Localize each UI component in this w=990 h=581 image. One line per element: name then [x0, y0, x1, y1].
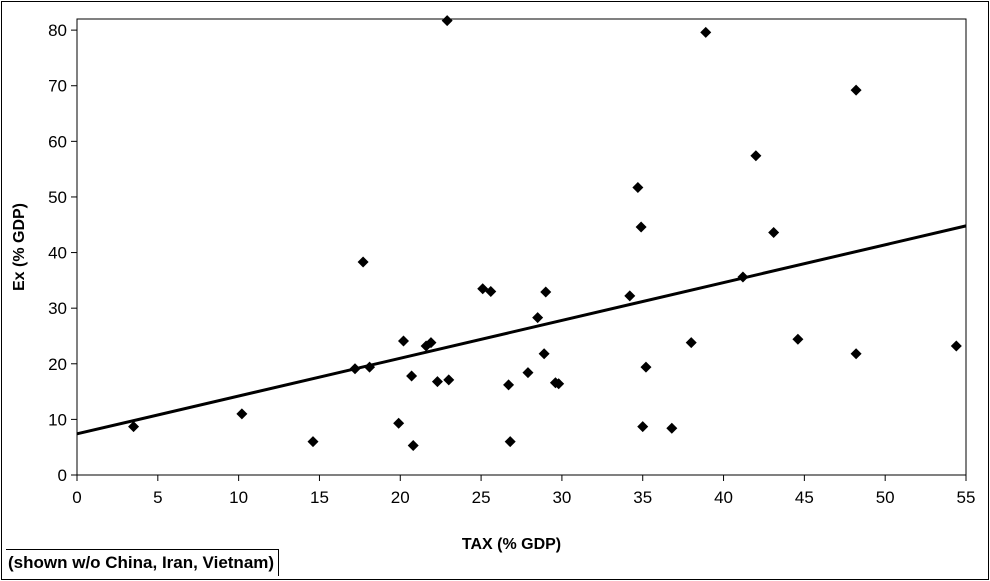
data-point	[635, 221, 647, 233]
y-tick-label: 80	[48, 21, 67, 40]
data-point	[685, 337, 697, 349]
data-point	[700, 26, 712, 38]
data-point	[666, 422, 678, 434]
y-tick-label: 40	[48, 244, 67, 263]
x-tick-label: 55	[957, 488, 976, 507]
x-axis-ticks: 0 5 10 15 20 25 30 35 40 45 50 55	[72, 475, 975, 507]
data-point	[737, 271, 749, 283]
data-point	[637, 421, 649, 433]
x-tick-label: 5	[153, 488, 162, 507]
data-points	[128, 15, 962, 452]
data-point	[357, 256, 369, 268]
data-point	[128, 421, 140, 433]
y-tick-label: 50	[48, 188, 67, 207]
data-point	[503, 379, 515, 391]
data-point	[553, 378, 565, 390]
x-tick-label: 10	[229, 488, 248, 507]
data-point	[441, 15, 453, 27]
x-tick-label: 45	[795, 488, 814, 507]
data-point	[307, 436, 319, 448]
data-point	[640, 361, 652, 373]
data-point	[485, 285, 497, 297]
trendline	[76, 224, 967, 436]
x-axis-title: TAX (% GDP)	[462, 536, 561, 553]
data-point	[850, 84, 862, 96]
data-point	[532, 312, 544, 324]
data-point	[407, 440, 419, 452]
x-tick-label: 30	[552, 488, 571, 507]
x-tick-label: 40	[714, 488, 733, 507]
x-tick-label: 20	[391, 488, 410, 507]
data-point	[540, 286, 552, 298]
data-point	[950, 340, 962, 352]
data-point	[406, 370, 418, 382]
data-point	[632, 181, 644, 193]
x-tick-label: 25	[472, 488, 491, 507]
data-point	[768, 227, 780, 239]
y-tick-label: 30	[48, 299, 67, 318]
data-point	[624, 290, 636, 302]
data-point	[443, 374, 455, 386]
data-point	[236, 408, 248, 420]
data-point	[750, 150, 762, 162]
y-axis-title: Ex (% GDP)	[11, 203, 28, 291]
y-tick-label: 20	[48, 355, 67, 374]
data-point	[425, 337, 437, 349]
data-point	[792, 333, 804, 345]
x-tick-label: 15	[310, 488, 329, 507]
x-tick-label: 50	[876, 488, 895, 507]
data-point	[431, 376, 443, 388]
chart-annotation: (shown w/o China, Iran, Vietnam)	[6, 549, 280, 576]
data-point	[538, 348, 550, 360]
y-tick-label: 0	[58, 466, 67, 485]
data-point	[349, 363, 361, 375]
data-point	[504, 436, 516, 448]
plot-area	[76, 18, 967, 476]
data-point	[393, 417, 405, 429]
x-tick-label: 35	[633, 488, 652, 507]
data-point	[522, 367, 534, 379]
y-tick-label: 70	[48, 77, 67, 96]
y-tick-label: 60	[48, 132, 67, 151]
x-tick-label: 0	[72, 488, 81, 507]
data-point	[398, 335, 410, 347]
data-point	[364, 361, 376, 373]
data-point	[850, 348, 862, 360]
y-tick-label: 10	[48, 410, 67, 429]
y-axis-ticks: 0 10 20 30 40 50 60 70 80	[48, 21, 77, 485]
